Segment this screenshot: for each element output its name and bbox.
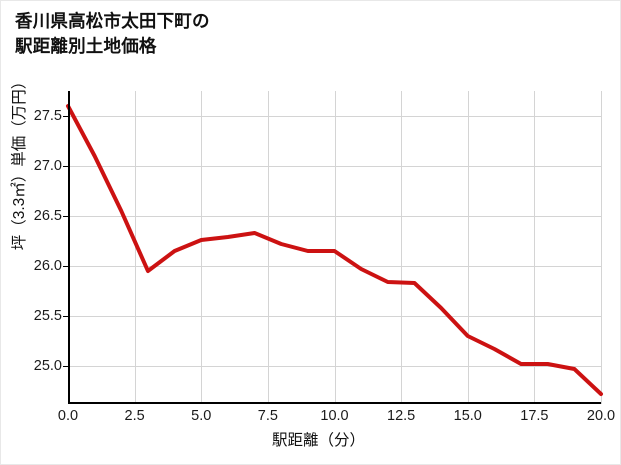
plot-area [63, 91, 603, 404]
gridline-vertical [201, 91, 203, 404]
x-axis-tick-label: 17.5 [520, 408, 549, 424]
gridline-vertical [134, 91, 136, 404]
x-axis-tick-label: 0.0 [57, 408, 79, 424]
y-axis-spine [68, 91, 70, 404]
gridline-vertical [601, 91, 602, 404]
y-axis-tick-label: 27.0 [33, 158, 62, 174]
x-axis-title-text: 駅距離（分） [271, 432, 365, 449]
y-axis-title: 坪（3.3㎡）単価（万円） [11, 73, 28, 251]
x-axis-spine [68, 402, 601, 404]
y-axis-tick-mark [63, 166, 68, 167]
y-axis-tick-mark [63, 266, 68, 267]
x-axis-tick-labels: 0.0 2.5 5.0 7.5 10.0 12.5 15.0 17.5 20.0 [58, 408, 615, 430]
y-axis-tick-label: 25.0 [33, 358, 62, 374]
chart-title: 香川県高松市太田下町の 駅距離別土地価格 [15, 11, 210, 56]
gridline-vertical [267, 91, 269, 404]
y-axis-tick-label: 27.5 [33, 108, 62, 124]
y-axis-tick-mark [63, 366, 68, 367]
series-line-land-price [66, 104, 603, 396]
x-axis-tick-label: 12.5 [387, 408, 416, 424]
line-series-svg [66, 104, 603, 396]
y-axis-tick-labels: 25.0 25.5 26.0 26.5 27.0 27.5 [1, 91, 62, 404]
x-axis-tick-label: 20.0 [586, 408, 616, 424]
x-axis-tick-label: 15.0 [453, 408, 482, 424]
x-axis-tick-label: 5.0 [191, 408, 212, 424]
gridline-vertical [534, 91, 536, 404]
gridline-vertical [401, 91, 403, 404]
y-axis-tick-label: 26.0 [33, 258, 62, 274]
y-axis-tick-mark [63, 116, 68, 117]
y-axis-tick-label: 26.5 [33, 208, 62, 224]
y-axis-tick-mark [63, 316, 68, 317]
x-axis-tick-label: 7.5 [257, 408, 278, 424]
gridline-vertical [467, 91, 469, 404]
gridline-vertical [334, 91, 336, 404]
y-axis-tick-label: 25.5 [33, 308, 62, 324]
x-axis-title: 駅距離（分） [1, 428, 620, 450]
x-axis-tick-label: 2.5 [124, 408, 145, 424]
x-axis-tick-label: 10.0 [320, 408, 349, 424]
y-axis-tick-mark [63, 216, 68, 217]
